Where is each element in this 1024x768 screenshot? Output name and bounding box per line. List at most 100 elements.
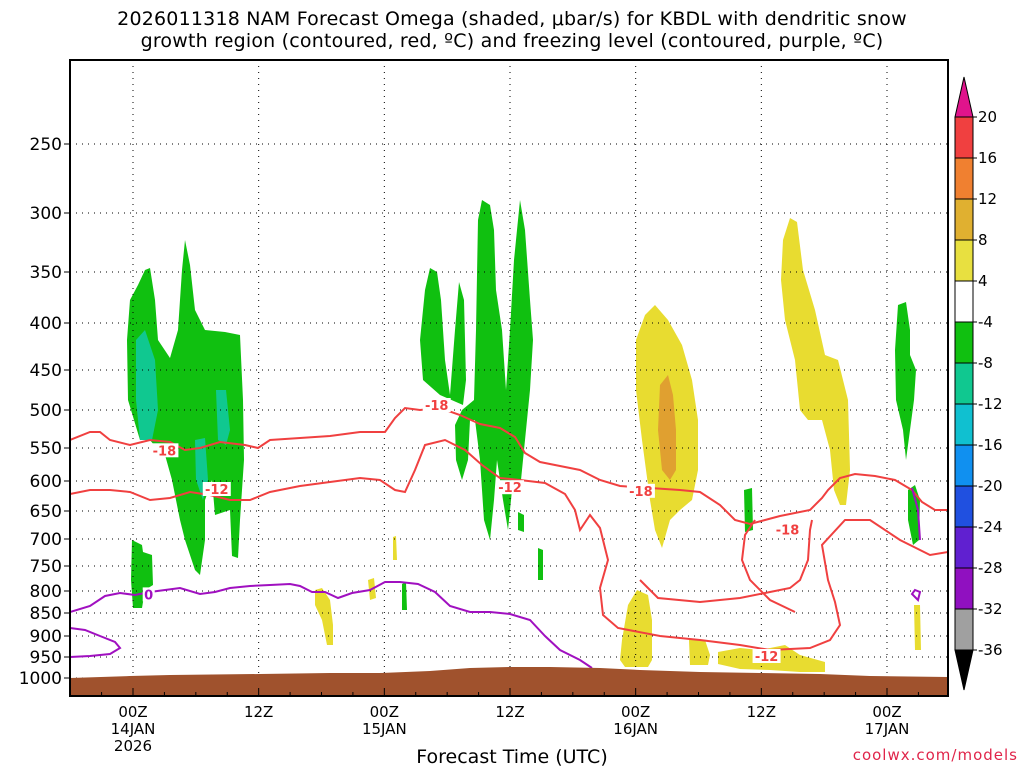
x-tick-label: 00Z [872, 703, 901, 721]
omega-region [315, 588, 333, 645]
y-tick-label: 850 [30, 604, 62, 624]
colorbar-label: -4 [978, 313, 993, 331]
y-tick-label: 550 [30, 439, 62, 459]
x-tick-label: 15JAN [362, 720, 407, 738]
colorbar-bin [954, 403, 974, 446]
omega-region [216, 390, 230, 445]
y-tick-label: 300 [30, 204, 62, 224]
omega-region [420, 268, 466, 405]
colorbar-label: -12 [978, 395, 1003, 413]
colorbar-top-triangle [954, 76, 974, 118]
contour-label: 0 [144, 588, 153, 603]
colorbar-label: 16 [978, 149, 997, 167]
contour-label-bg [626, 483, 655, 498]
x-tick-label: 00Z [118, 703, 147, 721]
y-tick-label: 1000 [19, 669, 62, 689]
dendritic-contour-line [70, 438, 948, 652]
colorbar-label: -24 [978, 518, 1003, 536]
colorbar-bin [954, 485, 974, 528]
chart-title: 2026011318 NAM Forecast Omega (shaded, μ… [0, 8, 1024, 52]
y-tick-label: 350 [30, 263, 62, 283]
freezing-level-contour-line [910, 588, 922, 602]
freezing-level-contour-line [70, 581, 593, 669]
colorbar-label: -32 [978, 600, 1003, 618]
dendritic-contour-line [639, 519, 813, 604]
colorbar-label: -20 [978, 477, 1003, 495]
omega-region [744, 488, 753, 532]
omega-region [914, 605, 921, 650]
contour-label-bg [773, 522, 802, 537]
x-tick-label: 12Z [747, 703, 776, 721]
omega-region [689, 640, 710, 665]
omega-region [908, 485, 920, 545]
omega-region [538, 548, 543, 580]
plot-frame [69, 59, 949, 697]
omega-region [895, 302, 916, 460]
x-tick-label: 14JAN [111, 720, 156, 738]
freezing-level-contour-line [911, 487, 921, 541]
chart-title-line-2: growth region (contoured, red, ºC) and f… [140, 30, 884, 52]
contour-label: -18 [153, 444, 177, 459]
y-tick-label: 450 [30, 361, 62, 381]
contour-label: -18 [425, 399, 449, 414]
omega-region [620, 590, 652, 667]
colorbar-bin [954, 116, 974, 159]
colorbar-bin [954, 608, 974, 651]
omega-shading [127, 200, 921, 672]
chart-title-line-1: 2026011318 NAM Forecast Omega (shaded, μ… [117, 8, 907, 30]
x-tick-label: 17JAN [865, 720, 910, 738]
colorbar-bin [954, 567, 974, 610]
x-tick-label: 12Z [244, 703, 273, 721]
colorbar-bin [954, 239, 974, 282]
dendritic-contour-line [70, 406, 948, 526]
contour-label: -12 [755, 650, 779, 665]
contour-label-bg [422, 398, 451, 412]
contour-labels: -18 -12 -18 -12 -18 -18 -12 0 [142, 398, 802, 665]
contour-label: -18 [629, 485, 653, 500]
terrain-fill [70, 667, 948, 696]
contour-label-bg [150, 443, 179, 458]
omega-region [402, 582, 407, 610]
colorbar-label: 12 [978, 190, 997, 208]
y-tick-label: 400 [30, 314, 62, 334]
x-axis-label: Forecast Time (UTC) [416, 746, 608, 768]
colorbar-label: -8 [978, 354, 993, 372]
colorbar-bin [954, 198, 974, 241]
y-tick-label: 750 [30, 557, 62, 577]
contour-label-bg [202, 482, 231, 496]
colorbar-bin [954, 526, 974, 569]
colorbar-bin [954, 321, 974, 364]
omega-region [658, 375, 676, 480]
colorbar-bottom-triangle [954, 649, 974, 691]
omega-region [455, 200, 533, 540]
colorbar-label: 20 [978, 108, 997, 126]
x-tick-label: 12Z [495, 703, 524, 721]
omega-region [393, 536, 397, 560]
colorbar: 20 16 12 8 4 -4 -8 -12 -16 -20 -24 -28 -32 -36 [954, 76, 1003, 691]
y-tick-label: 500 [30, 401, 62, 421]
freezing-level-contour-line [70, 627, 122, 658]
colorbar-bin [954, 280, 974, 323]
colorbar-label: 4 [978, 272, 988, 290]
omega-region [781, 218, 850, 505]
colorbar-bin [954, 444, 974, 487]
y-tick-label: 800 [30, 582, 62, 602]
freezing-level-contours [70, 487, 922, 669]
plot-area: -18 -12 -18 -12 -18 -18 -12 0 [70, 60, 948, 696]
grid-lines [70, 60, 948, 696]
y-tick-label: 950 [30, 648, 62, 668]
colorbar-label: -36 [978, 641, 1003, 659]
x-tick-label: 00Z [621, 703, 650, 721]
colorbar-label: 8 [978, 231, 988, 249]
contour-label-bg [496, 480, 524, 495]
credit-text: coolwx.com/models [852, 746, 1018, 764]
omega-region [518, 512, 524, 532]
x-tick-label: 00Z [370, 703, 399, 721]
y-tick-label: 600 [30, 472, 62, 492]
contour-label: -12 [498, 481, 522, 496]
omega-region [136, 330, 158, 440]
contour-label-bg [752, 649, 781, 663]
